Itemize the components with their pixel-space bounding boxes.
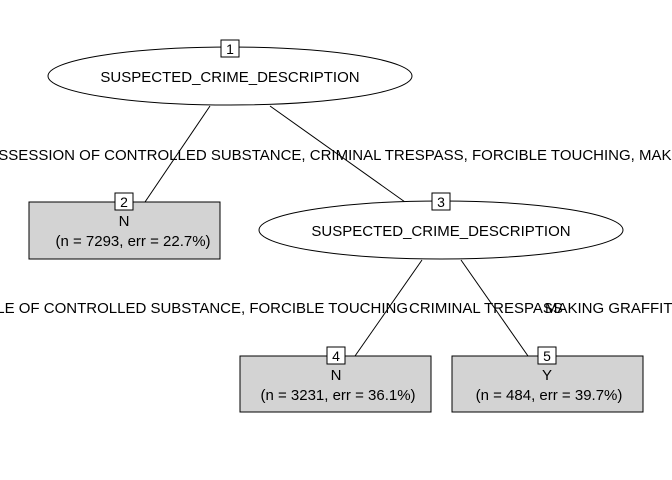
edge-3-5 (460, 259, 529, 357)
node-3: SUSPECTED_CRIME_DESCRIPTION 3 (258, 192, 624, 260)
edge-label-node3-left: CRIMINAL MISCHIEF, CRIMINAL SALE OF CONT… (0, 300, 408, 317)
node-1: SUSPECTED_CRIME_DESCRIPTION 1 (47, 39, 413, 106)
node-1-index: 1 (226, 41, 234, 57)
node-5-stats: (n = 484, err = 39.7%) (476, 387, 623, 404)
edge-3-4 (354, 259, 423, 357)
node-2-stats: (n = 7293, err = 22.7%) (55, 233, 210, 250)
node-4: N (n = 3231, err = 36.1%) 4 (239, 346, 432, 413)
node-3-index-box (431, 192, 451, 211)
node-5-prediction: Y (542, 367, 552, 384)
node-2-index: 2 (120, 194, 128, 210)
node-4-index-box (326, 346, 346, 365)
node-4-prediction: N (331, 367, 342, 384)
node-4-stats: (n = 3231, err = 36.1%) (260, 387, 415, 404)
edge-label-node3-right-b: MAKING GRAFFITI (545, 300, 672, 317)
edge-label-root: CRIMINAL POSSESSION OF CONTROLLED SUBSTA… (0, 147, 672, 164)
edge-1-2 (144, 105, 211, 203)
edge-1-3 (269, 105, 406, 203)
edge-label-node3-right-a: CRIMINAL TRESPASS (409, 300, 563, 317)
node-4-index: 4 (332, 348, 340, 364)
node-5-index: 5 (543, 348, 551, 364)
node-5: Y (n = 484, err = 39.7%) 5 (451, 346, 644, 413)
node-5-index-box (537, 346, 557, 365)
node-1-index-box (220, 39, 240, 58)
node-2-index-box (114, 192, 134, 211)
node-2: N (n = 7293, err = 22.7%) 2 (28, 192, 221, 260)
node-2-prediction: N (119, 213, 130, 230)
node-1-variable: SUSPECTED_CRIME_DESCRIPTION (100, 69, 359, 86)
node-3-variable: SUSPECTED_CRIME_DESCRIPTION (311, 223, 570, 240)
node-3-index: 3 (437, 194, 445, 210)
